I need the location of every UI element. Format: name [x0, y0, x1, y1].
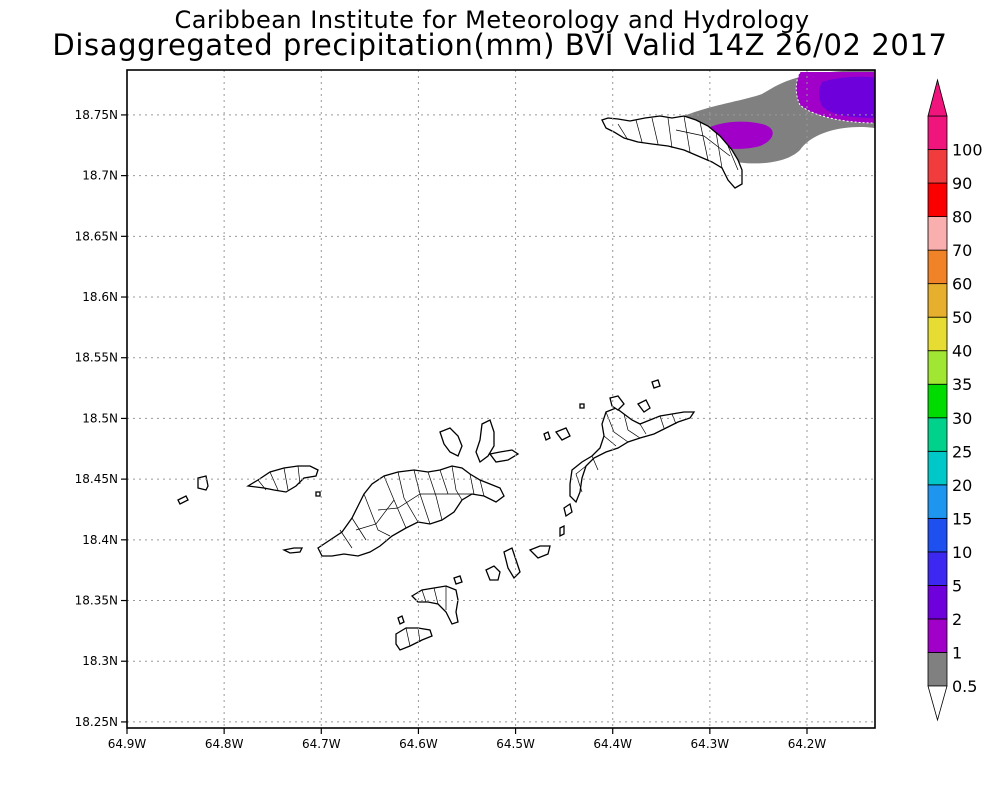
map-frame	[126, 69, 876, 729]
island-anegada	[601, 115, 743, 189]
colorbar-level-label: 20	[952, 476, 972, 495]
y-tick-label: 18.5N	[82, 411, 118, 425]
island-great-camanoe	[475, 419, 495, 464]
map-background	[127, 70, 875, 728]
x-tick-label: 64.2W	[788, 737, 827, 751]
island-ginger	[528, 545, 551, 559]
longitude-axis: 64.9W 64.8W 64.7W 64.6W 64.5W 64.4W 64.3W 64.2W	[108, 728, 827, 751]
colorbar-level-label: 15	[952, 509, 972, 528]
colorbar-swatch	[927, 551, 948, 586]
colorbar-swatch	[927, 383, 948, 419]
colorbar-swatch	[927, 517, 948, 553]
y-tick-label: 18.4N	[82, 533, 118, 547]
x-tick-label: 64.6W	[399, 737, 438, 751]
island-outlines	[177, 115, 743, 651]
island-necker	[651, 379, 661, 389]
y-tick-label: 18.7N	[82, 169, 118, 183]
x-tick-label: 64.8W	[205, 737, 244, 751]
island-dead-chest	[453, 575, 463, 585]
colorbar-swatch	[927, 450, 948, 486]
island-sandy-spit	[315, 491, 321, 497]
y-tick-label: 18.3N	[82, 654, 118, 668]
latitude-axis: 18.25N 18.3N 18.35N 18.4N 18.45N 18.5N 18.55N 1…	[75, 108, 127, 729]
colorbar-level-label: 60	[952, 275, 972, 294]
colorbar-top-arrow	[927, 78, 948, 117]
colorbar-swatch	[927, 249, 948, 285]
colorbar-level-label: 2	[952, 610, 962, 629]
y-tick-label: 18.25N	[75, 715, 118, 729]
colorbar-level-label: 100	[952, 141, 983, 160]
precip-area-boundary	[795, 71, 875, 124]
map-title-main: Disaggregated precipitation(mm) BVI Vali…	[52, 28, 947, 62]
island-salt	[485, 565, 501, 581]
y-tick-label: 18.65N	[75, 229, 118, 243]
colorbar-level-label: 50	[952, 308, 972, 327]
colorbar-swatch	[927, 182, 948, 217]
island-virgin-gorda	[569, 407, 696, 504]
x-tick-label: 64.4W	[593, 737, 632, 751]
colorbar-swatch	[927, 316, 948, 352]
island-marina-cay	[543, 431, 551, 441]
colorbar-level-label: 10	[952, 543, 972, 562]
colorbar-swatch	[927, 115, 948, 150]
island-mosquito	[609, 395, 625, 411]
colorbar-swatch	[927, 484, 948, 519]
island-guana	[439, 427, 463, 457]
island-great-dog	[579, 403, 585, 409]
island-beef-east	[488, 449, 520, 463]
precip-area-2-5-north	[819, 76, 875, 118]
colorbar-level-label: 0.5	[952, 677, 977, 696]
x-tick-label: 64.3W	[691, 737, 730, 751]
colorbar-swatch	[927, 652, 948, 687]
island-little-jost	[197, 475, 209, 491]
colorbar-swatch	[927, 417, 948, 452]
island-frenchmans-cay	[282, 547, 304, 554]
colorbar-level-label: 1	[952, 643, 962, 662]
island-eustatia	[637, 399, 651, 413]
x-tick-label: 64.7W	[302, 737, 341, 751]
colorbar-swatch	[927, 149, 948, 184]
colorbar-swatch	[927, 216, 948, 251]
island-fallen-jerusalem	[563, 502, 573, 518]
x-tick-label: 64.5W	[496, 737, 535, 751]
colorbar-swatch	[927, 585, 948, 620]
island-subdivisions	[257, 115, 739, 647]
island-sandy-cay	[177, 495, 189, 505]
colorbar-swatch	[927, 618, 948, 653]
colorbar-level-label: 40	[952, 342, 972, 361]
colorbar-level-label: 5	[952, 576, 962, 595]
island-scrub-east	[554, 427, 571, 441]
colorbar-level-label: 25	[952, 442, 972, 461]
y-tick-label: 18.35N	[75, 594, 118, 608]
colorbar-level-label: 80	[952, 208, 972, 227]
colorbar-swatch	[927, 283, 948, 318]
y-tick-label: 18.6N	[82, 290, 118, 304]
colorbar-level-label: 30	[952, 409, 972, 428]
colorbar-level-label: 35	[952, 375, 972, 394]
island-pelican	[397, 615, 405, 625]
colorbar-swatch	[927, 350, 948, 385]
y-tick-label: 18.55N	[75, 351, 118, 365]
y-tick-label: 18.45N	[75, 472, 118, 486]
map-title-institute: Caribbean Institute for Meteorology and …	[174, 6, 809, 34]
y-tick-label: 18.75N	[75, 108, 118, 122]
colorbar-bottom-arrow	[927, 685, 948, 722]
island-cooper	[503, 547, 521, 580]
map-panel: 64.9W 64.8W 64.7W 64.6W 64.5W 64.4W 64.3W 64.2W…	[75, 69, 876, 751]
colorbar-level-label: 70	[952, 241, 972, 260]
island-norman	[395, 627, 433, 651]
island-tortola	[317, 465, 505, 557]
island-round-rock	[559, 524, 565, 538]
colorbar-level-label: 90	[952, 174, 972, 193]
x-tick-label: 64.9W	[108, 737, 147, 751]
